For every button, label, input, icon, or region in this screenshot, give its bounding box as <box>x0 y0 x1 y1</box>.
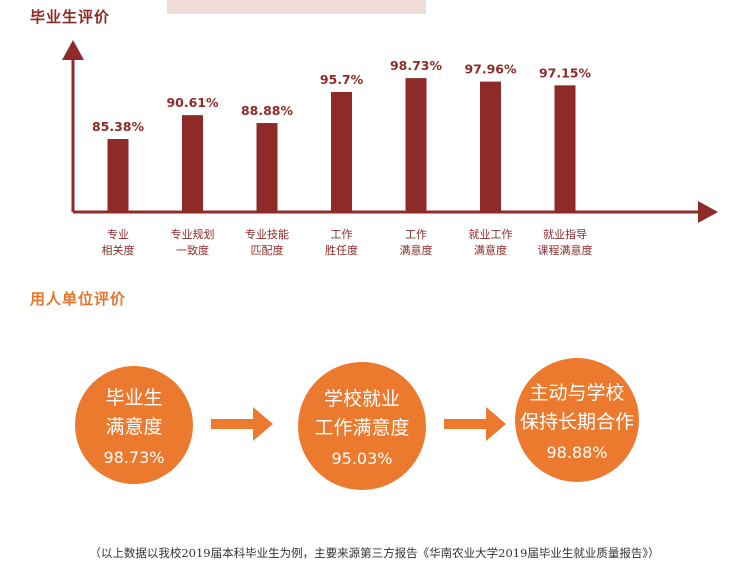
x-axis-arrow-icon <box>698 201 718 223</box>
bar <box>107 139 129 212</box>
rating-circle-employment-work-satisfaction: 学校就业 工作满意度 95.03% <box>298 362 426 490</box>
bar <box>331 91 352 212</box>
category-label: 满意度 <box>400 243 433 257</box>
category-label: 满意度 <box>474 243 507 257</box>
category-label: 专业技能 <box>245 227 289 241</box>
chart-bars <box>107 78 576 213</box>
category-label: 就业指导 <box>543 227 587 241</box>
category-label: 相关度 <box>102 243 135 257</box>
category-label: 课程满意度 <box>538 243 593 257</box>
chart-axes <box>62 40 718 223</box>
arrow-right-icon <box>444 407 506 441</box>
bar-value-label: 98.73% <box>390 58 443 73</box>
bar-value-label: 97.15% <box>539 65 592 80</box>
rating-label-line: 学校就业 <box>323 387 400 410</box>
rating-label-line: 满意度 <box>105 415 163 438</box>
bar-value-label: 95.7% <box>320 72 364 87</box>
category-label: 胜任度 <box>325 243 358 257</box>
bar-value-label: 90.61% <box>166 95 219 110</box>
category-label: 专业 <box>107 227 129 241</box>
bar-value-label: 97.96% <box>464 62 517 77</box>
category-label: 一致度 <box>176 243 209 257</box>
section-title-graduate: 毕业生评价 <box>30 8 111 26</box>
top-decorative-band <box>167 0 426 14</box>
bar <box>256 123 278 212</box>
rating-value: 98.88% <box>546 442 608 462</box>
category-label: 工作 <box>331 228 353 241</box>
rating-label-line: 毕业生 <box>105 386 163 409</box>
category-label: 工作 <box>405 228 427 241</box>
rating-circle-long-term-cooperation: 主动与学校 保持长期合作 98.88% <box>515 358 639 482</box>
rating-circle-graduate-satisfaction: 毕业生 满意度 98.73% <box>75 366 193 484</box>
rating-label-line: 主动与学校 <box>529 381 625 404</box>
section-title-employer: 用人单位评价 <box>30 290 127 308</box>
bar <box>554 85 576 212</box>
rating-value: 95.03% <box>331 448 393 468</box>
category-label: 就业工作 <box>469 227 513 241</box>
bar-value-label: 88.88% <box>241 103 294 118</box>
bar <box>480 81 501 213</box>
bar <box>405 78 427 213</box>
footnote: （以上数据以我校2019届本科毕业生为例，主要来源第三方报告《华南农业大学201… <box>89 546 660 560</box>
rating-label-line: 保持长期合作 <box>519 410 634 433</box>
y-axis-arrow-icon <box>62 40 84 60</box>
arrow-right-icon <box>211 407 273 441</box>
category-label: 专业规划 <box>171 227 215 241</box>
rating-value: 98.73% <box>103 447 165 467</box>
bar <box>182 115 203 212</box>
rating-label-line: 工作满意度 <box>314 416 410 439</box>
bar-value-label: 85.38% <box>92 119 145 134</box>
category-label: 匹配度 <box>251 243 284 257</box>
